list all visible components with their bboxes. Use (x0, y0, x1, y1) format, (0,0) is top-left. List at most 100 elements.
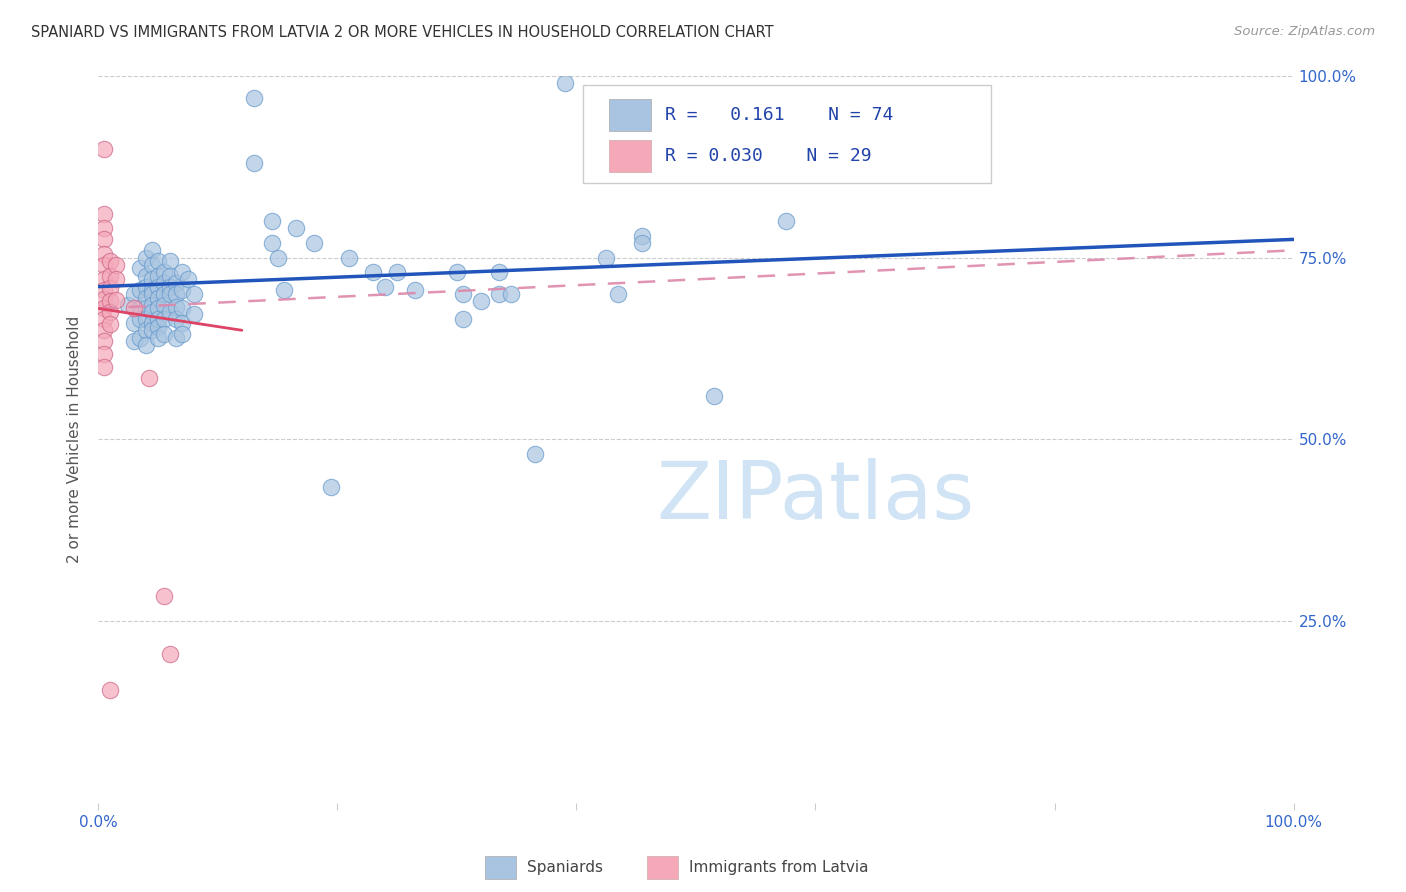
Point (165, 300, 187, 314)
Text: Immigrants from Latvia: Immigrants from Latvia (689, 861, 869, 875)
Point (93, 312, 115, 326)
Point (165, 312, 187, 326)
Point (172, 265, 194, 279)
Point (172, 316, 194, 330)
Point (595, 251, 617, 265)
Point (153, 287, 176, 301)
Point (363, 265, 385, 279)
Point (105, 272, 128, 286)
Point (148, 301, 170, 316)
Point (172, 301, 194, 316)
Point (124, 316, 146, 330)
Point (284, 221, 307, 235)
Point (129, 261, 152, 276)
Point (124, 301, 146, 316)
Point (129, 283, 152, 297)
Point (141, 258, 163, 272)
Point (451, 312, 474, 326)
Point (243, 90, 266, 104)
Point (117, 298, 139, 312)
Point (98, 268, 122, 283)
Point (141, 283, 163, 297)
Text: ZIPatlas: ZIPatlas (657, 458, 974, 536)
Point (183, 307, 205, 321)
Point (165, 287, 187, 301)
Point (93, 141, 115, 155)
Point (159, 305, 181, 319)
Point (153, 326, 176, 341)
Point (98, 294, 122, 309)
Point (159, 279, 181, 293)
Point (488, 265, 510, 279)
Point (93, 283, 115, 297)
Point (339, 251, 361, 265)
Text: SPANIARD VS IMMIGRANTS FROM LATVIA 2 OR MORE VEHICLES IN HOUSEHOLD CORRELATION C: SPANIARD VS IMMIGRANTS FROM LATVIA 2 OR … (31, 25, 773, 40)
Point (153, 276, 176, 290)
Point (141, 272, 163, 286)
Point (141, 323, 163, 337)
Point (554, 76, 576, 90)
Point (141, 298, 163, 312)
Point (451, 287, 474, 301)
Point (141, 316, 163, 330)
Point (165, 276, 187, 290)
Point (153, 312, 176, 326)
Point (135, 268, 157, 283)
Point (98, 683, 122, 698)
Point (321, 479, 343, 493)
Point (172, 326, 194, 341)
Point (148, 268, 170, 283)
Point (148, 291, 170, 305)
Point (93, 232, 115, 246)
Point (105, 258, 128, 272)
Text: Spaniards: Spaniards (527, 861, 603, 875)
Point (148, 330, 170, 344)
Point (243, 156, 266, 170)
Point (177, 272, 200, 286)
Point (148, 254, 170, 268)
Point (631, 228, 654, 243)
Point (98, 318, 122, 332)
Point (703, 389, 725, 403)
Point (98, 281, 122, 295)
Point (105, 293, 128, 307)
Point (404, 283, 426, 297)
Point (183, 287, 205, 301)
Point (129, 330, 152, 344)
Point (302, 235, 325, 250)
Point (148, 319, 170, 334)
Point (499, 287, 522, 301)
Point (129, 301, 152, 316)
Point (148, 312, 170, 326)
Point (273, 283, 295, 297)
Point (153, 265, 176, 279)
Point (260, 235, 283, 250)
Point (488, 287, 510, 301)
Point (135, 301, 157, 316)
Point (93, 359, 115, 374)
Point (129, 312, 152, 326)
Point (93, 247, 115, 261)
Point (141, 244, 163, 258)
Point (124, 334, 146, 348)
Text: Source: ZipAtlas.com: Source: ZipAtlas.com (1234, 25, 1375, 38)
Point (165, 330, 187, 344)
Point (93, 272, 115, 286)
Point (93, 221, 115, 235)
Point (98, 254, 122, 268)
Point (172, 283, 194, 297)
Text: R =   0.161    N = 74: R = 0.161 N = 74 (665, 106, 893, 124)
Point (159, 287, 181, 301)
Point (141, 305, 163, 319)
Point (523, 447, 546, 461)
Point (135, 291, 157, 305)
Point (138, 370, 160, 384)
Y-axis label: 2 or more Vehicles in Household: 2 or more Vehicles in Household (67, 316, 83, 563)
Point (159, 268, 181, 283)
Point (98, 305, 122, 319)
Point (267, 251, 290, 265)
Point (607, 287, 630, 301)
Point (470, 294, 492, 309)
Point (141, 287, 163, 301)
Point (153, 589, 176, 603)
